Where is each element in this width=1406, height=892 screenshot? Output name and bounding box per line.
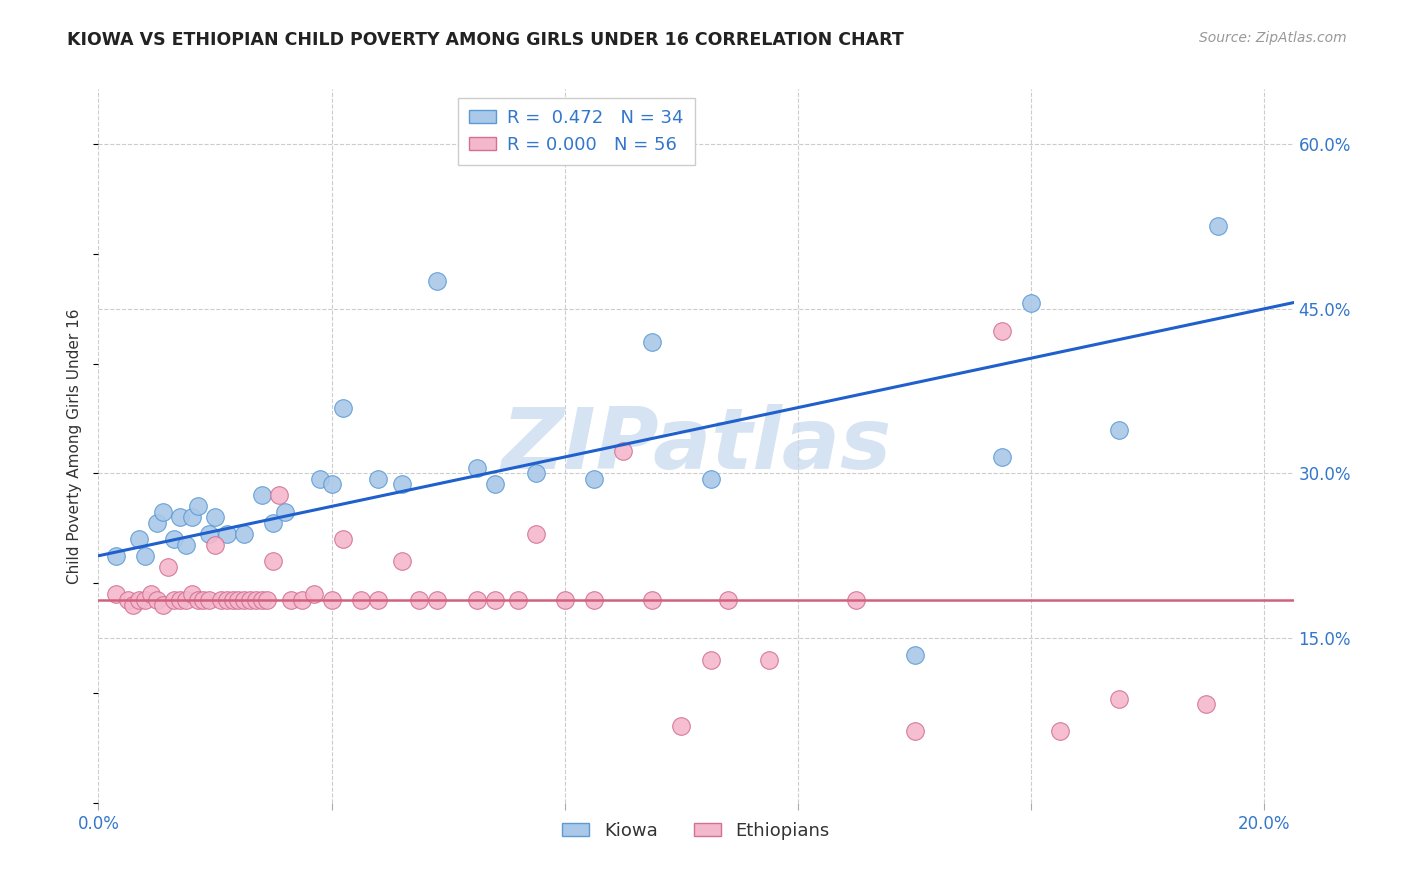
- Point: [641, 334, 664, 349]
- Point: [332, 401, 354, 415]
- Point: [903, 648, 925, 662]
- Point: [228, 592, 250, 607]
- Point: [524, 526, 547, 541]
- Point: [269, 488, 291, 502]
- Point: [186, 500, 208, 514]
- Point: [221, 592, 243, 607]
- Point: [554, 592, 576, 607]
- Point: [174, 592, 197, 607]
- Point: [717, 592, 740, 607]
- Point: [699, 472, 721, 486]
- Point: [1195, 697, 1218, 711]
- Point: [169, 592, 191, 607]
- Point: [309, 472, 332, 486]
- Point: [391, 554, 413, 568]
- Point: [367, 472, 389, 486]
- Point: [163, 533, 186, 547]
- Point: [262, 554, 284, 568]
- Point: [104, 587, 127, 601]
- Point: [845, 592, 868, 607]
- Point: [903, 724, 925, 739]
- Point: [163, 592, 186, 607]
- Point: [117, 592, 139, 607]
- Point: [145, 592, 167, 607]
- Point: [262, 516, 284, 530]
- Point: [134, 549, 156, 563]
- Point: [671, 719, 693, 733]
- Point: [367, 592, 389, 607]
- Point: [256, 592, 278, 607]
- Point: [508, 592, 530, 607]
- Point: [233, 592, 256, 607]
- Point: [104, 549, 127, 563]
- Point: [408, 592, 430, 607]
- Point: [484, 592, 506, 607]
- Point: [391, 477, 413, 491]
- Point: [321, 477, 343, 491]
- Point: [321, 592, 343, 607]
- Point: [193, 592, 215, 607]
- Point: [291, 592, 314, 607]
- Point: [209, 592, 232, 607]
- Point: [198, 526, 221, 541]
- Point: [198, 592, 221, 607]
- Point: [699, 653, 721, 667]
- Point: [612, 444, 634, 458]
- Point: [152, 598, 174, 612]
- Point: [350, 592, 373, 607]
- Point: [1019, 296, 1042, 310]
- Point: [991, 324, 1014, 338]
- Point: [1108, 423, 1130, 437]
- Point: [169, 510, 191, 524]
- Text: ZIPatlas: ZIPatlas: [501, 404, 891, 488]
- Point: [215, 592, 238, 607]
- Legend: Kiowa, Ethiopians: Kiowa, Ethiopians: [555, 815, 837, 847]
- Point: [215, 526, 238, 541]
- Point: [180, 510, 202, 524]
- Y-axis label: Child Poverty Among Girls Under 16: Child Poverty Among Girls Under 16: [67, 309, 83, 583]
- Point: [139, 587, 162, 601]
- Point: [425, 274, 447, 288]
- Point: [758, 653, 780, 667]
- Point: [467, 461, 489, 475]
- Point: [425, 592, 447, 607]
- Point: [134, 592, 156, 607]
- Point: [250, 592, 273, 607]
- Point: [302, 587, 325, 601]
- Point: [128, 592, 150, 607]
- Text: Source: ZipAtlas.com: Source: ZipAtlas.com: [1199, 31, 1347, 45]
- Point: [233, 526, 256, 541]
- Point: [280, 592, 302, 607]
- Point: [145, 516, 167, 530]
- Point: [1108, 691, 1130, 706]
- Point: [152, 505, 174, 519]
- Text: KIOWA VS ETHIOPIAN CHILD POVERTY AMONG GIRLS UNDER 16 CORRELATION CHART: KIOWA VS ETHIOPIAN CHILD POVERTY AMONG G…: [67, 31, 904, 49]
- Point: [186, 592, 208, 607]
- Point: [641, 592, 664, 607]
- Point: [239, 592, 262, 607]
- Point: [157, 559, 180, 574]
- Point: [582, 472, 605, 486]
- Point: [274, 505, 297, 519]
- Point: [122, 598, 145, 612]
- Point: [245, 592, 267, 607]
- Point: [484, 477, 506, 491]
- Point: [1049, 724, 1071, 739]
- Point: [582, 592, 605, 607]
- Point: [204, 510, 226, 524]
- Point: [174, 538, 197, 552]
- Point: [204, 538, 226, 552]
- Point: [991, 450, 1014, 464]
- Point: [332, 533, 354, 547]
- Point: [1206, 219, 1229, 234]
- Point: [524, 467, 547, 481]
- Point: [250, 488, 273, 502]
- Point: [128, 533, 150, 547]
- Point: [467, 592, 489, 607]
- Point: [180, 587, 202, 601]
